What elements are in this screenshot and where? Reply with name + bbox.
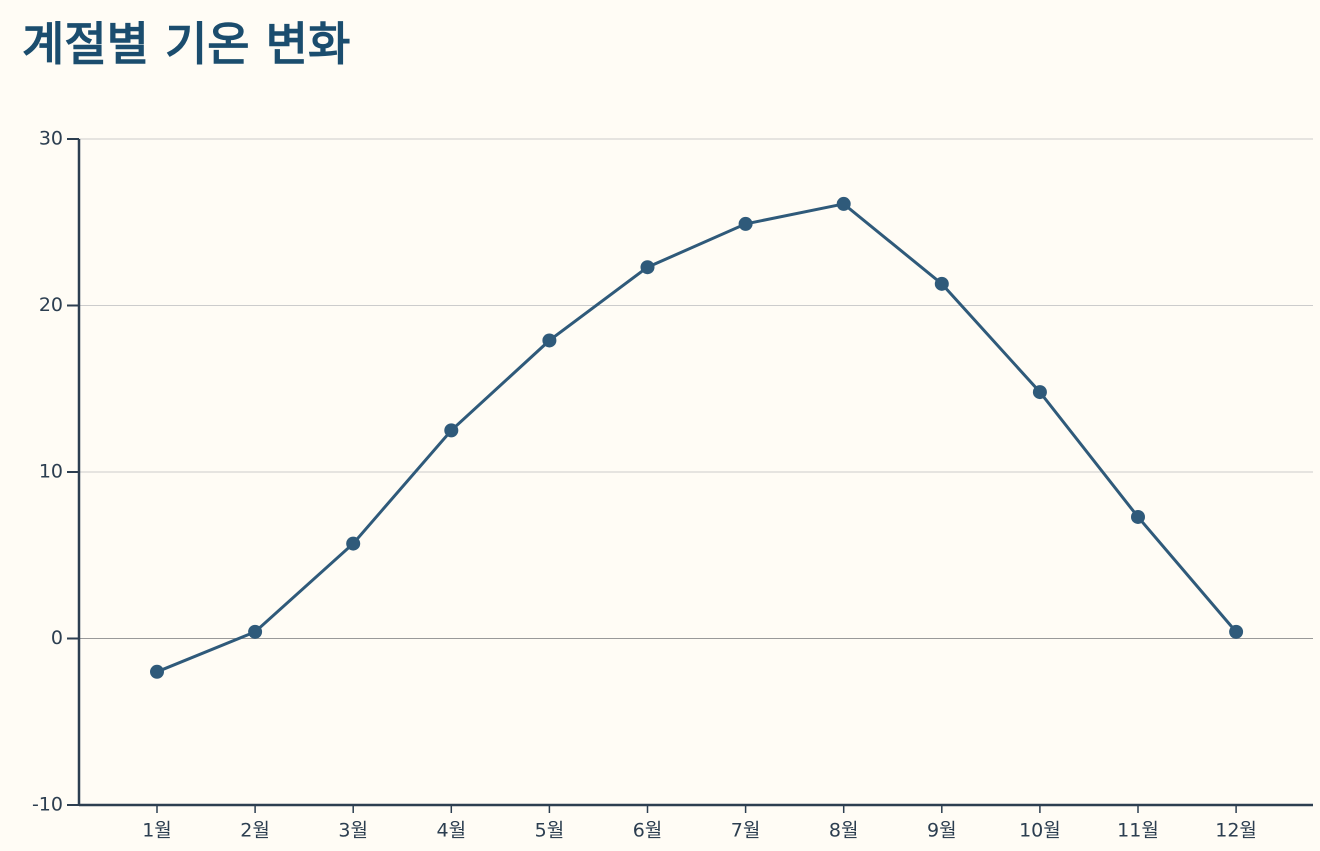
x-tick-label: 1월 (142, 820, 172, 842)
x-tick-label: 11월 (1117, 820, 1159, 842)
y-tick-label: 30 (39, 128, 63, 150)
point (934, 276, 949, 291)
point (1131, 509, 1145, 524)
point (640, 260, 655, 275)
x-tick-label: 3월 (338, 820, 368, 842)
point (1032, 385, 1047, 400)
point (1229, 624, 1244, 639)
point (444, 423, 459, 438)
point (346, 536, 361, 551)
x-tick-label: 10월 (1019, 820, 1061, 842)
point (542, 333, 557, 348)
y-tick-label: -10 (32, 794, 63, 816)
x-tick-label: 12월 (1215, 820, 1257, 842)
chart-title: 계절별 기온 변화 (22, 17, 350, 71)
x-tick-label: 5월 (535, 820, 565, 842)
x-tick-label: 6월 (633, 820, 663, 842)
point (150, 664, 164, 679)
y-tick-label: 10 (39, 461, 63, 483)
point (738, 216, 753, 231)
x-tick-label: 4월 (437, 820, 467, 842)
x-tick-label: 2월 (240, 820, 270, 842)
x-tick-label: 8월 (829, 820, 859, 842)
x-tick-label: 7월 (731, 820, 761, 842)
line (156, 202, 1238, 674)
x-tick-label: 9월 (927, 820, 957, 842)
y-tick-label: 0 (51, 627, 63, 649)
y-tick-label: 20 (39, 294, 63, 316)
point (836, 196, 851, 211)
point (248, 624, 263, 639)
